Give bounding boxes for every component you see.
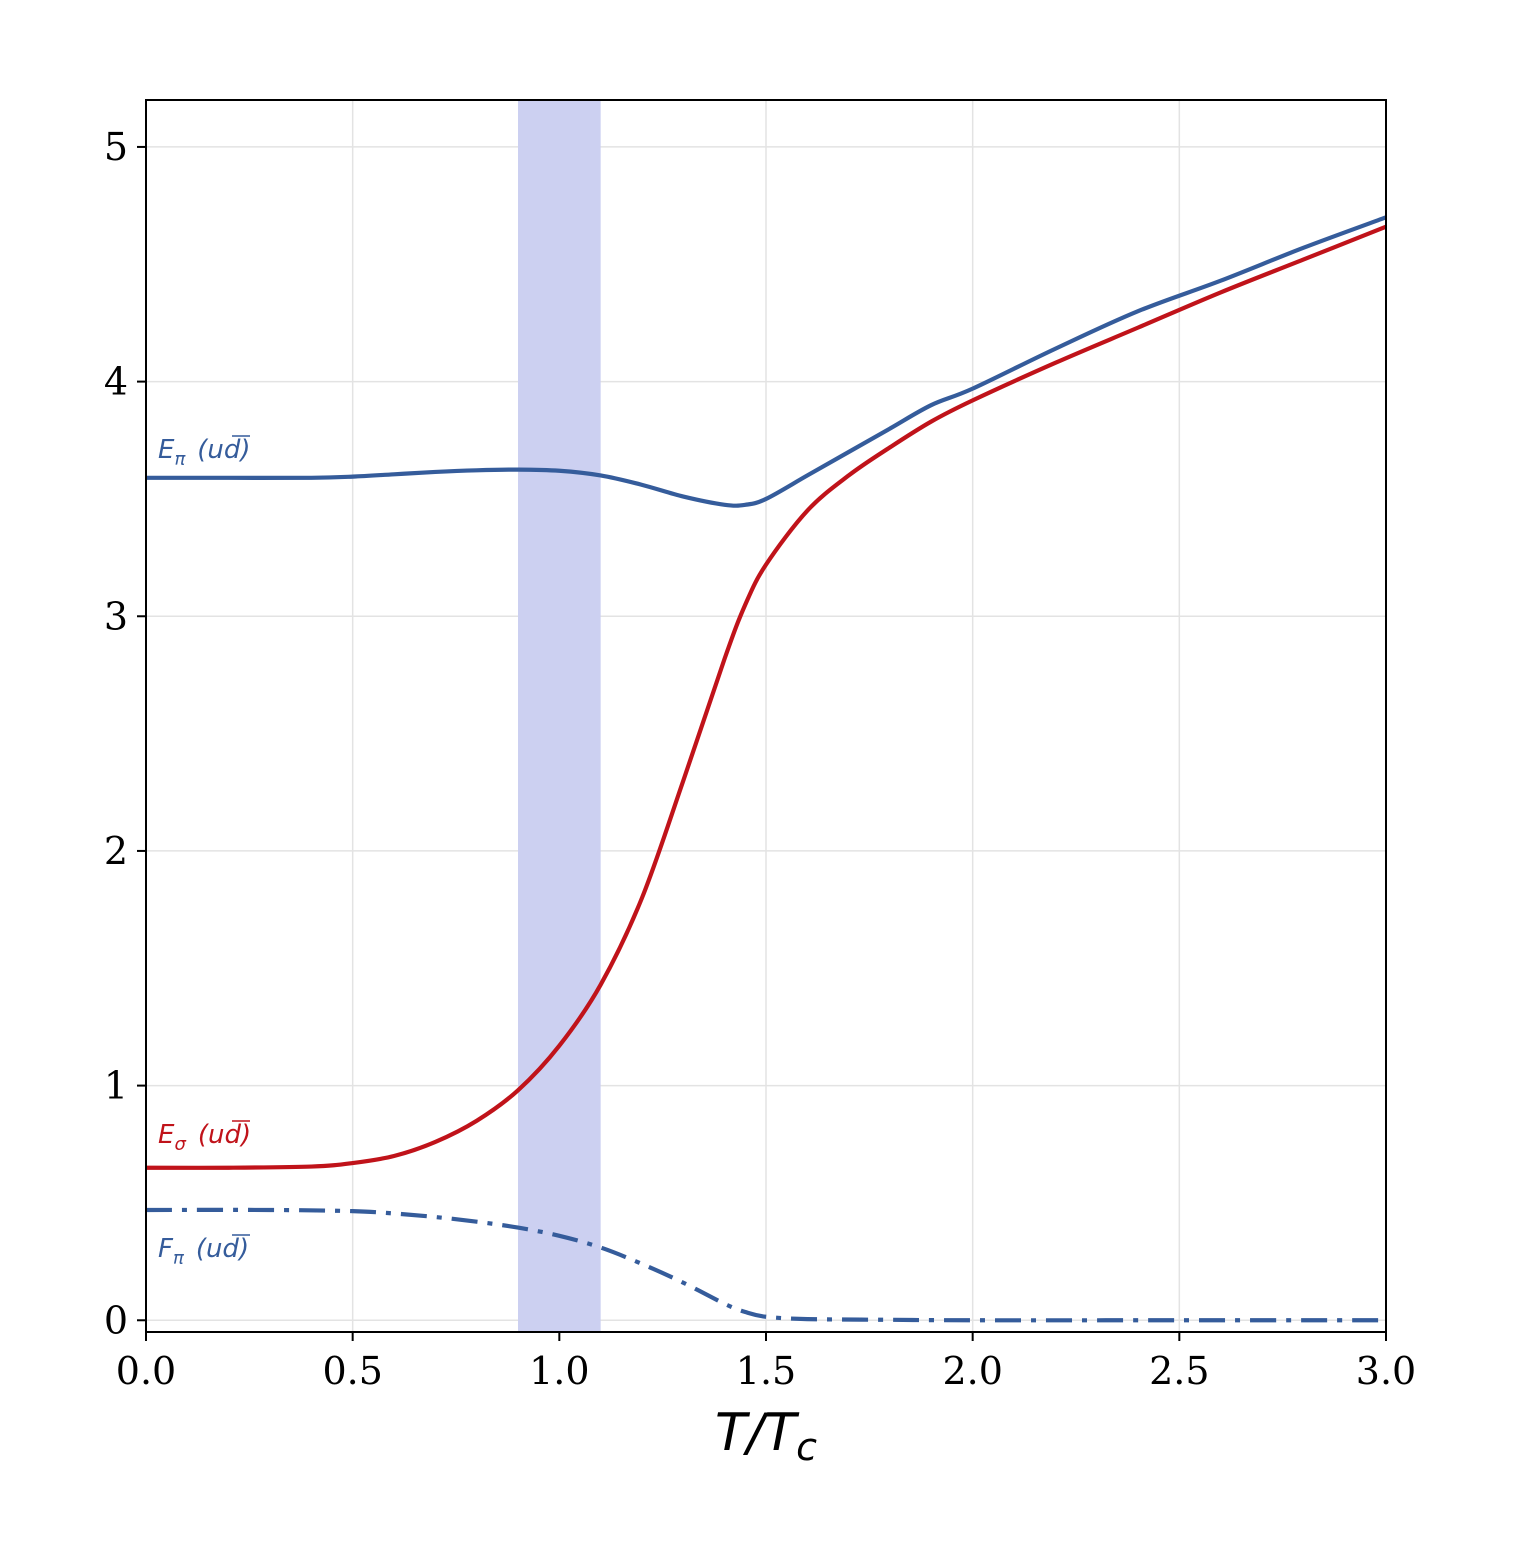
series-label-main: E [158, 435, 175, 465]
shaded-band [518, 100, 601, 1332]
series-label-rest: (ud) [198, 1120, 251, 1150]
series-labels: Eπ (ud) Eσ (ud) Fπ (ud) [158, 435, 251, 1269]
y-tick-label-0: 0 [104, 1298, 128, 1342]
series-line-e-pi [145, 215, 1387, 508]
x-tick-label-1: 0.5 [322, 1349, 382, 1393]
x-axis-title-main: T/T [715, 1403, 800, 1463]
y-tick-label-1: 1 [104, 1064, 128, 1108]
y-tick-label-4: 4 [104, 360, 128, 404]
series-line-f-pi [145, 1207, 1386, 1323]
x-tick-label-2: 1.0 [529, 1349, 589, 1393]
critical-region-band [518, 100, 601, 1332]
x-axis-title: T/Tc [715, 1403, 817, 1469]
series-label-main: F [158, 1234, 174, 1264]
y-tick-label-5: 5 [104, 125, 128, 169]
series-label-sub: π [174, 449, 186, 470]
x-tick-label-3: 1.5 [736, 1349, 796, 1393]
series-lines [145, 215, 1387, 1323]
x-tick-label-6: 3.0 [1356, 1349, 1416, 1393]
y-tick-label-2: 2 [104, 829, 128, 873]
x-tick-label-4: 2.0 [942, 1349, 1002, 1393]
x-tick-label-0: 0.0 [116, 1349, 176, 1393]
series-label-sub: π [173, 1248, 185, 1269]
series-label-main: E [158, 1120, 175, 1150]
x-axis-title-sub: c [796, 1425, 817, 1469]
series-label-rest: (ud) [197, 435, 250, 465]
y-axis-ticks: 0 1 2 3 4 5 [104, 125, 146, 1342]
series-label-e-pi: Eπ (ud) [158, 435, 251, 470]
x-axis-ticks: 0.0 0.5 1.0 1.5 2.0 2.5 3.0 [116, 1332, 1416, 1393]
x-tick-label-5: 2.5 [1149, 1349, 1209, 1393]
series-label-f-pi: Fπ (ud) [158, 1234, 249, 1269]
y-tick-label-3: 3 [104, 594, 128, 638]
series-label-sub: σ [174, 1134, 186, 1155]
series-label-rest: (ud) [196, 1234, 249, 1264]
series-label-e-sigma: Eσ (ud) [158, 1120, 251, 1155]
series-line-e-sigma [145, 224, 1387, 1170]
